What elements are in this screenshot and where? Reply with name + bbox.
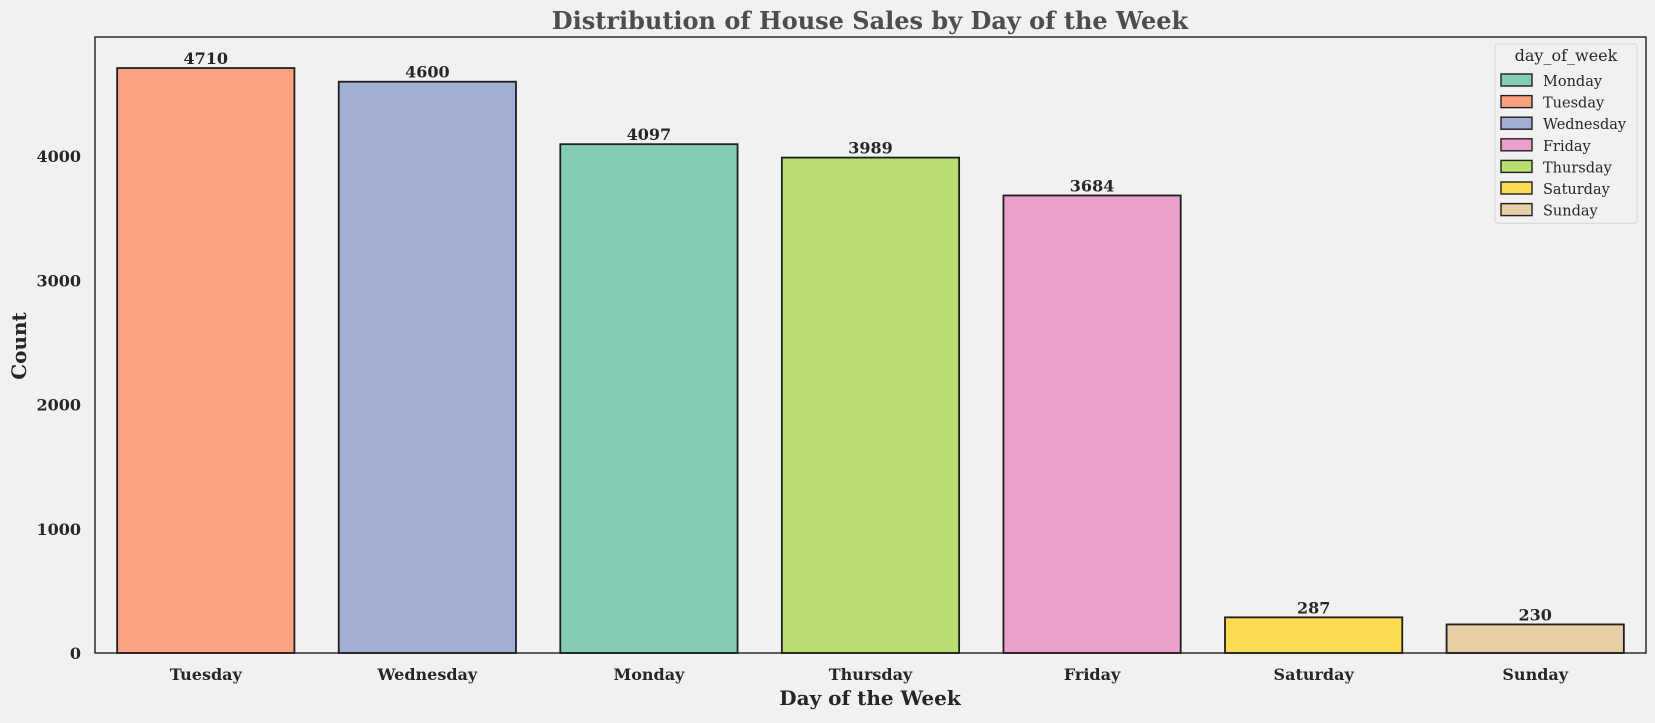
y-axis-label: Count — [7, 311, 31, 379]
plot-frame — [94, 36, 1647, 654]
legend-box — [1494, 43, 1638, 224]
bar — [1445, 623, 1625, 654]
legend-entry-label: Wednesday — [1543, 117, 1627, 133]
legend-swatch — [1500, 138, 1533, 152]
legend-swatch — [1500, 202, 1533, 217]
x-tick-label: Sunday — [1502, 665, 1568, 684]
y-tick-label: 2000 — [36, 396, 81, 415]
y-tick-label: 1000 — [36, 520, 81, 539]
y-tick-label: 0 — [70, 644, 81, 663]
bar-value-label: 4710 — [184, 49, 229, 68]
legend-swatch — [1500, 116, 1533, 130]
y-tick-label: 4000 — [36, 147, 81, 166]
bar-value-label: 4097 — [627, 125, 672, 144]
y-tick-label: 3000 — [36, 271, 81, 290]
legend-entry-label: Saturday — [1543, 182, 1611, 198]
legend-swatch — [1500, 159, 1533, 174]
x-tick-label: Saturday — [1274, 665, 1355, 684]
legend-entry-label: Tuesday — [1543, 96, 1605, 112]
bar — [337, 80, 517, 654]
bar-value-label: 287 — [1297, 598, 1330, 617]
legend-swatch — [1500, 73, 1533, 87]
legend-title: day_of_week — [1515, 46, 1618, 65]
x-tick-label: Tuesday — [170, 665, 243, 684]
bar — [780, 156, 961, 654]
chart-title: Distribution of House Sales by Day of th… — [552, 6, 1190, 35]
bar-value-label: 4600 — [405, 63, 450, 82]
legend-entry-label: Sunday — [1543, 204, 1599, 220]
legend-entry-label: Thursday — [1543, 160, 1613, 176]
bar-value-label: 3989 — [848, 139, 893, 158]
bar — [116, 67, 296, 654]
bar-value-label: 3684 — [1070, 176, 1115, 195]
legend-entry-label: Friday — [1543, 139, 1592, 155]
x-tick-label: Thursday — [829, 665, 913, 684]
legend: day_of_week Monday Tuesday Wednesday Friday T… — [1494, 43, 1638, 224]
legend-swatch — [1500, 181, 1533, 195]
x-axis-label: Day of the Week — [779, 686, 962, 710]
legend-swatch — [1500, 94, 1533, 109]
x-tick-label: Friday — [1064, 665, 1121, 684]
bar — [559, 143, 739, 654]
legend-entry-label: Monday — [1543, 74, 1603, 90]
bar — [1002, 194, 1182, 654]
x-tick-label: Wednesday — [377, 665, 478, 684]
x-tick-label: Monday — [613, 665, 685, 684]
bar — [1224, 616, 1404, 654]
bar-value-label: 230 — [1519, 605, 1552, 624]
